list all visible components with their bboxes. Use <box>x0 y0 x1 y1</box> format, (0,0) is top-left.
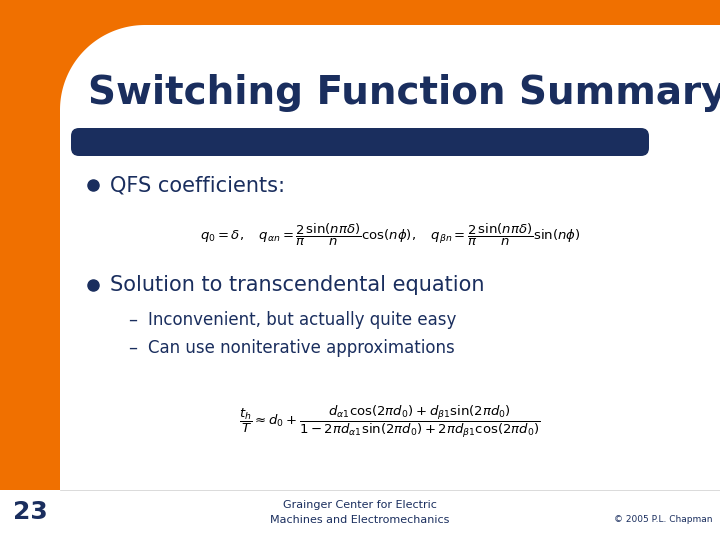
Text: –: – <box>128 311 137 329</box>
Bar <box>0 490 720 540</box>
FancyBboxPatch shape <box>71 128 649 156</box>
Text: 23: 23 <box>13 500 48 524</box>
Text: –: – <box>128 339 137 357</box>
Text: Machines and Electromechanics: Machines and Electromechanics <box>270 515 450 525</box>
Text: $q_0 = \delta, \quad q_{\alpha n} = \dfrac{2}{\pi}\dfrac{\sin(n\pi\delta)}{n}\co: $q_0 = \delta, \quad q_{\alpha n} = \dfr… <box>200 222 580 248</box>
Text: $\dfrac{t_h}{T} \approx d_0 + \dfrac{d_{\alpha 1}\cos(2\pi d_0)+d_{\beta 1}\sin(: $\dfrac{t_h}{T} \approx d_0 + \dfrac{d_{… <box>239 404 541 440</box>
Text: Switching Function Summary: Switching Function Summary <box>88 74 720 112</box>
Text: Can use noniterative approximations: Can use noniterative approximations <box>148 339 455 357</box>
Text: © 2005 P.L. Chapman: © 2005 P.L. Chapman <box>613 516 712 524</box>
Bar <box>60 110 720 540</box>
Text: Grainger Center for Electric: Grainger Center for Electric <box>283 500 437 510</box>
Polygon shape <box>60 25 720 540</box>
Text: Solution to transcendental equation: Solution to transcendental equation <box>110 275 485 295</box>
Text: QFS coefficients:: QFS coefficients: <box>110 175 285 195</box>
Text: Inconvenient, but actually quite easy: Inconvenient, but actually quite easy <box>148 311 456 329</box>
